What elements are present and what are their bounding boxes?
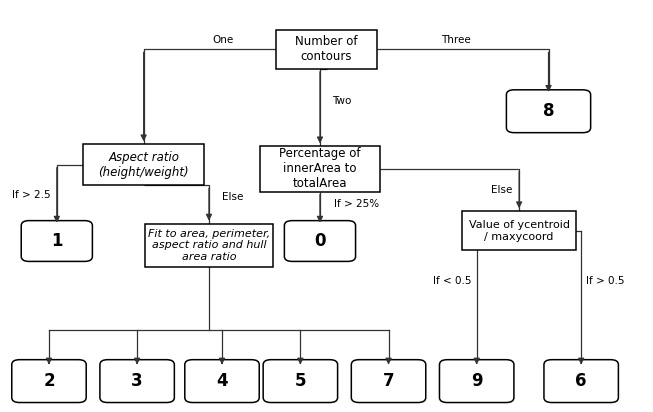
Text: If > 0.5: If > 0.5 — [586, 276, 625, 286]
Text: Else: Else — [222, 192, 244, 201]
Text: If > 2.5: If > 2.5 — [12, 190, 50, 200]
FancyBboxPatch shape — [263, 360, 338, 403]
FancyBboxPatch shape — [145, 223, 273, 267]
Text: Else: Else — [491, 185, 513, 195]
FancyBboxPatch shape — [84, 144, 204, 185]
Text: Number of
contours: Number of contours — [295, 35, 358, 63]
FancyBboxPatch shape — [507, 90, 591, 133]
FancyBboxPatch shape — [21, 221, 93, 262]
FancyBboxPatch shape — [100, 360, 174, 403]
Text: 3: 3 — [131, 372, 143, 390]
Text: 8: 8 — [543, 102, 554, 120]
FancyBboxPatch shape — [185, 360, 259, 403]
FancyBboxPatch shape — [276, 30, 377, 69]
Text: Value of ycentroid
/ maxycoord: Value of ycentroid / maxycoord — [469, 220, 569, 241]
Text: If > 25%: If > 25% — [334, 199, 379, 209]
Text: 9: 9 — [471, 372, 483, 390]
Text: Fit to area, perimeter,
aspect ratio and hull
area ratio: Fit to area, perimeter, aspect ratio and… — [148, 229, 270, 262]
Text: 2: 2 — [43, 372, 55, 390]
FancyBboxPatch shape — [439, 360, 514, 403]
Text: 1: 1 — [51, 232, 63, 250]
Text: 7: 7 — [383, 372, 394, 390]
FancyBboxPatch shape — [462, 211, 577, 250]
Text: Percentage of
innerArea to
totalArea: Percentage of innerArea to totalArea — [279, 147, 360, 190]
Text: 5: 5 — [295, 372, 306, 390]
Text: One: One — [212, 35, 234, 45]
FancyBboxPatch shape — [260, 146, 380, 192]
FancyBboxPatch shape — [12, 360, 86, 403]
Text: If < 0.5: If < 0.5 — [433, 276, 471, 286]
Text: Aspect ratio
(height/weight): Aspect ratio (height/weight) — [99, 151, 189, 179]
Text: Three: Three — [441, 35, 471, 45]
Text: 4: 4 — [216, 372, 228, 390]
Text: 0: 0 — [314, 232, 326, 250]
FancyBboxPatch shape — [285, 221, 355, 262]
Text: Two: Two — [332, 96, 351, 106]
FancyBboxPatch shape — [351, 360, 426, 403]
FancyBboxPatch shape — [544, 360, 618, 403]
Text: 6: 6 — [575, 372, 587, 390]
